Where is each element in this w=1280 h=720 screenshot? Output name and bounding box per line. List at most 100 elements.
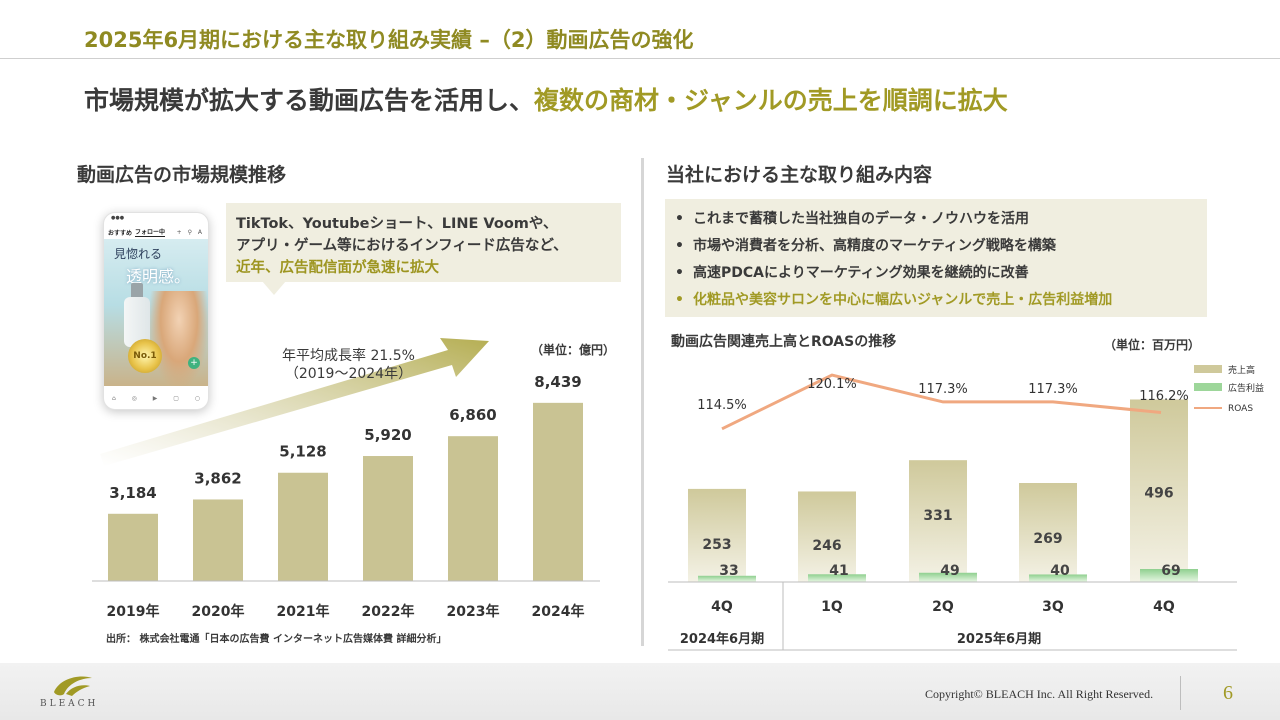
footer-band [0,663,1280,720]
sales-bar [688,488,746,582]
profit-bar-value: 69 [1161,563,1180,579]
period-label-2025: 2025年6月期 [957,631,1041,647]
bullet-dot-icon: • [675,265,684,281]
profit-bar-value: 49 [940,563,959,579]
callout-line-3: 近年、広告配信面が急速に拡大 [236,260,439,276]
bullet-item: • 高速PDCAによりマーケティング効果を継続的に改善 [675,260,1207,287]
sales-bar-value: 253 [702,537,731,553]
header-divider [0,58,1280,59]
profit-bar [1029,574,1087,582]
profit-bar [808,574,866,582]
market-bar [448,436,498,581]
market-bar [193,499,243,581]
roas-value-label: 120.1% [807,377,857,392]
left-section-title: 動画広告の市場規模推移 [77,164,287,186]
market-bar [278,472,328,581]
copyright: Copyright© BLEACH Inc. All Right Reserve… [925,687,1154,701]
bottle-graphic [124,297,150,347]
market-bar-value: 8,439 [534,373,581,391]
market-bar-value: 5,128 [279,443,326,461]
market-year-label: 2019年 [107,603,160,620]
cagr-label: 年平均成長率 21.5% （2019～2024年） [282,347,415,383]
sales-bar-value: 246 [812,538,841,554]
callout-tail [262,281,286,295]
profit-bar-value: 33 [719,563,738,579]
bullet-dot-icon: • [675,292,684,308]
left-chart-unit: （単位：億円） [531,343,616,357]
roas-line [721,373,1162,431]
legend-swatch [1194,365,1222,373]
model-graphic [150,291,208,386]
sales-bar-value: 496 [1144,485,1173,501]
phone-status-bar: ●●● [111,215,125,221]
quarter-label: 3Q [1042,599,1064,615]
logo-text: BLEACH [40,699,99,709]
quarter-label: 4Q [1153,599,1175,615]
video-text-1: 見惚れる [114,247,163,261]
callout-line-2: アプリ・ゲーム等におけるインフィード広告など、 [236,238,568,254]
profile-icon: ○ [194,394,201,402]
legend-label: 広告利益 [1228,382,1264,394]
phone-video-ad: 見惚れる 透明感。 No.1 + [104,239,208,386]
page-header-title: 2025年6月期における主な取り組み実績 –（2）動画広告の強化 [84,28,694,52]
quarter-label: 4Q [711,599,733,615]
no1-medal-icon: No.1 [128,339,162,373]
phone-nav-tools-icon: + ⚲ A [176,228,204,236]
right-chart-title: 動画広告関連売上高とROASの推移 [671,334,897,350]
phone-mockup: ●●● おすすめ フォロー中 + ⚲ A 見惚れる 透明感。 No.1 + ⌂ … [103,212,209,410]
sales-roas-chart: 253 33 246 41 331 49 269 40 496 69 114.5% 120.1% 11… [668,364,1264,651]
sales-bar [798,491,856,582]
page-number: 6 [1223,682,1233,704]
roas-value-label: 117.3% [918,382,968,397]
market-bar [533,402,583,581]
market-bar-value: 3,862 [194,469,241,487]
roas-value-label: 114.5% [697,398,747,413]
bullet-item: • 市場や消費者を分析、高精度のマーケティング戦略を構築 [675,233,1207,260]
legend-label: 売上高 [1228,364,1255,376]
profit-bar [698,575,756,582]
market-bar [108,513,158,581]
market-year-label: 2021年 [277,603,330,620]
profit-bar-value: 40 [1050,563,1070,579]
sales-bar-value: 331 [923,508,952,524]
video-text-2: 透明感。 [126,267,191,286]
market-bar-value: 6,860 [449,406,496,424]
phone-tab-bar: ⌂ ◎ ▶ ▢ ○ [104,387,208,409]
market-bar-value: 3,184 [109,484,156,502]
market-bar-value: 5,920 [364,426,411,444]
plus-icon: + [188,357,200,369]
legend-swatch [1194,383,1222,391]
source-note: 出所： 株式会社電通「日本の広告費 インターネット広告媒体費 詳細分析」 [106,634,447,645]
right-section-title: 当社における主な取り組み内容 [666,164,933,186]
market-year-label: 2023年 [447,603,500,620]
market-year-label: 2024年 [532,603,585,620]
headline-plain: 市場規模が拡大する動画広告を活用し、 [84,86,535,115]
sales-bar-value: 269 [1033,531,1062,547]
cagr-line-2: （2019～2024年） [284,366,413,382]
column-divider [641,158,644,646]
sales-bar [909,460,967,582]
home-icon: ⌂ [111,394,116,402]
explore-icon: ◎ [131,394,137,402]
cagr-line-1: 年平均成長率 21.5% [282,348,415,364]
sales-bar [1130,399,1188,582]
bullet-item: • これまで蓄積した当社独自のデータ・ノウハウを活用 [675,206,1207,233]
profit-bar [1140,569,1198,582]
phone-nav-follow: フォロー中 [135,229,166,237]
sales-bar [1019,483,1077,582]
bullet-dot-icon: • [675,211,684,227]
phone-nav-recommend: おすすめ [108,229,133,237]
headline-highlight: 複数の商材・ジャンルの売上を順調に拡大 [534,86,1008,115]
market-year-label: 2020年 [192,603,245,620]
callout-line-1: TikTok、Youtubeショート、LINE Voomや、 [236,216,558,232]
initiatives-box: • これまで蓄積した当社独自のデータ・ノウハウを活用 • 市場や消費者を分析、高精度… [665,199,1207,317]
roas-value-label: 116.2% [1139,389,1189,404]
period-label-2024: 2024年6月期 [680,631,764,647]
bullet-item-highlight: • 化粧品や美容サロンを中心に幅広いジャンルで売上・広告利益増加 [675,287,1207,314]
market-year-label: 2022年 [362,603,415,620]
callout-box: TikTok、Youtubeショート、LINE Voomや、 アプリ・ゲーム等に… [226,203,621,282]
page-headline: 市場規模が拡大する動画広告を活用し、複数の商材・ジャンルの売上を順調に拡大 [84,81,1008,117]
quarter-label: 2Q [932,599,954,615]
bullet-dot-icon: • [675,238,684,254]
growth-arrow [100,338,489,466]
